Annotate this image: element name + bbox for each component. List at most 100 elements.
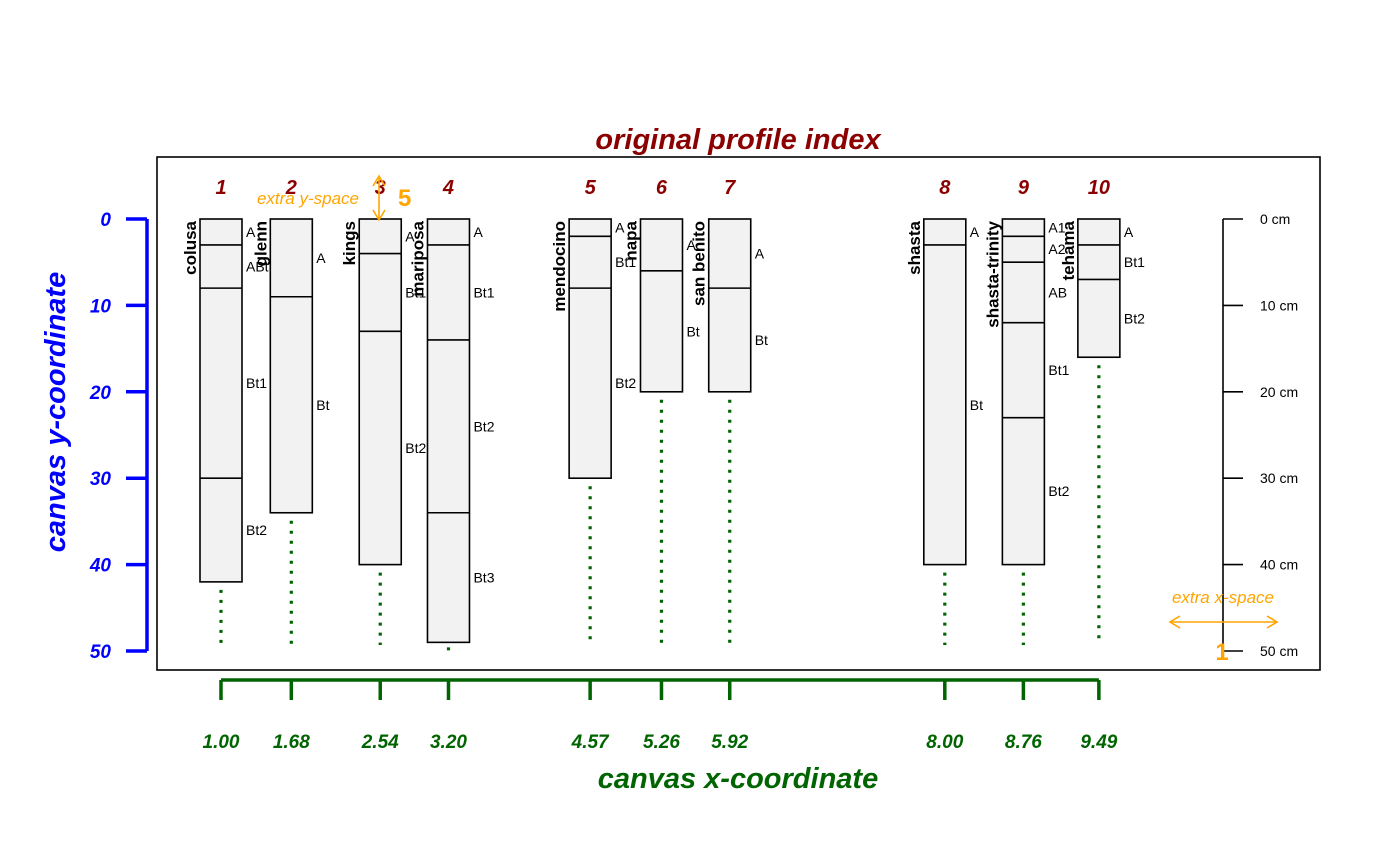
- arrow-down-icon: [372, 209, 386, 222]
- profile-tehama: 10 A Bt1 Bt2 tehama: [1059, 177, 1145, 645]
- arrow-right-icon: [1266, 615, 1279, 629]
- horizon-label: Bt1: [473, 284, 494, 300]
- horizon-label: A: [755, 246, 765, 262]
- profile-name-label: mariposa: [408, 220, 427, 296]
- arrow-left-icon: [1168, 615, 1181, 629]
- horizon-label: Bt: [686, 323, 699, 339]
- extra-y-space-annotation: extra y-space 5: [257, 174, 411, 222]
- profile-index-label: 3: [375, 177, 386, 199]
- plot-frame: [156, 156, 1321, 671]
- depth-scale-label: 40 cm: [1260, 557, 1298, 573]
- horizon-label: A: [316, 250, 326, 266]
- y-tick-label: 10: [90, 296, 112, 317]
- horizon-label: Bt2: [246, 522, 267, 538]
- y-axis-title: canvas y-coordinate: [40, 272, 72, 552]
- extra-x-space-annotation: extra x-space 1: [1168, 588, 1279, 666]
- profile-napa: 6 A Bt napa: [621, 177, 700, 645]
- profile-colusa: 1 A ABt Bt1 Bt2 colusa: [181, 177, 269, 645]
- horizon-label: Bt1: [246, 375, 267, 391]
- y-tick-label: 30: [90, 469, 112, 490]
- x-tick-label: 4.57: [571, 732, 610, 753]
- horizon-label: A: [615, 220, 625, 236]
- profile-box: [358, 218, 403, 566]
- profile-box: [707, 218, 752, 393]
- profile-glenn: 2 A Bt glenn: [251, 177, 330, 645]
- extra-x-space-value: 1: [1215, 639, 1228, 666]
- horizon-label: Bt1: [405, 284, 426, 300]
- chart-title: original profile index: [595, 124, 882, 156]
- depth-scale-label: 30 cm: [1260, 470, 1298, 486]
- horizon-label: Bt: [970, 397, 983, 413]
- x-tick-label: 5.26: [643, 732, 680, 753]
- profile-box: [269, 218, 314, 514]
- depth-scale-label: 10 cm: [1260, 297, 1298, 313]
- profile-index-label: 9: [1018, 177, 1030, 199]
- horizon-label: Bt2: [405, 440, 426, 456]
- profile-index-label: 5: [585, 177, 597, 199]
- horizon-label: A: [405, 228, 415, 244]
- x-tick-label: 8.00: [926, 732, 963, 753]
- profile-name-label: glenn: [251, 221, 270, 266]
- horizon-label: Bt: [755, 332, 768, 348]
- profile-box: [1077, 218, 1121, 359]
- x-tick-label: 5.92: [711, 732, 748, 753]
- profile-name-label: shasta: [905, 220, 924, 274]
- profile-index-label: 7: [724, 177, 736, 199]
- extra-y-space-value: 5: [398, 185, 411, 212]
- profile-index-label: 6: [656, 177, 668, 199]
- horizon-label: Bt3: [473, 570, 494, 586]
- y-tick-label: 40: [89, 556, 112, 577]
- x-tick-label: 2.54: [361, 732, 399, 753]
- profile-box: [199, 218, 243, 583]
- profiles-layer: 1AABtBt1Bt2colusa2ABtglenn3ABt1Bt2kings4…: [181, 177, 1145, 651]
- profile-name-label: mendocino: [550, 221, 569, 312]
- depth-scale-label: 50 cm: [1260, 643, 1298, 659]
- y-tick-label: 50: [90, 642, 112, 663]
- horizon-label: Bt1: [615, 254, 636, 270]
- profile-index-label: 4: [442, 177, 454, 199]
- horizon-label: Bt2: [473, 418, 494, 434]
- profile-kings: 3 A Bt1 Bt2 kings: [340, 177, 426, 645]
- profile-shasta-trinity: 9 A1 A2 AB Bt1 Bt2 shasta-trinity: [983, 177, 1070, 645]
- profile-mendocino: 5 A Bt1 Bt2 mendocino: [550, 177, 636, 645]
- horizon-label: A: [1124, 224, 1134, 240]
- y-tick-label: 0: [100, 210, 111, 231]
- x-tick-label: 8.76: [1005, 732, 1042, 753]
- x-tick-label: 1.68: [273, 732, 310, 753]
- x-axis-title: canvas x-coordinate: [598, 763, 878, 795]
- extra-x-space-label: extra x-space: [1172, 588, 1274, 607]
- profile-box: [639, 218, 684, 393]
- horizon-label: A1: [1048, 220, 1065, 236]
- profile-name-label: napa: [621, 220, 640, 260]
- profile-name-label: shasta-trinity: [983, 220, 1002, 327]
- x-tick-label: 9.49: [1080, 732, 1117, 753]
- profile-name-label: colusa: [181, 220, 200, 274]
- depth-scale: 0 cm 10 cm 20 cm 30 cm 40 cm 50 cm: [1222, 211, 1298, 659]
- profile-san-benito: 7 A Bt san benito: [690, 177, 768, 645]
- profile-index-label: 1: [215, 177, 226, 199]
- profile-index-label: 10: [1088, 177, 1110, 199]
- horizon-label: A: [246, 224, 256, 240]
- profile-name-label: tehama: [1059, 220, 1078, 280]
- profile-index-label: 8: [939, 177, 951, 199]
- profile-box: [426, 218, 471, 644]
- horizon-label: Bt1: [1124, 254, 1145, 270]
- profile-index-label: 2: [285, 177, 297, 199]
- profile-mariposa: 4 A Bt1 Bt2 Bt3 mariposa: [408, 177, 495, 651]
- profile-name-label: kings: [340, 221, 359, 265]
- profile-box: [568, 218, 612, 480]
- depth-scale-label: 0 cm: [1260, 211, 1290, 227]
- profile-name-label: san benito: [690, 221, 709, 306]
- profile-shasta: 8 A Bt shasta: [905, 177, 983, 645]
- horizon-label: Bt: [316, 397, 329, 413]
- y-tick-label: 20: [89, 383, 112, 404]
- profile-box: [922, 218, 967, 566]
- profile-box: [1001, 218, 1046, 566]
- horizon-label: Bt2: [615, 375, 636, 391]
- horizon-label: A: [473, 224, 483, 240]
- horizon-label: ABt: [246, 259, 269, 275]
- x-tick-label: 1.00: [203, 732, 240, 753]
- horizon-label: Bt2: [1124, 310, 1145, 326]
- horizon-label: Bt1: [1048, 362, 1069, 378]
